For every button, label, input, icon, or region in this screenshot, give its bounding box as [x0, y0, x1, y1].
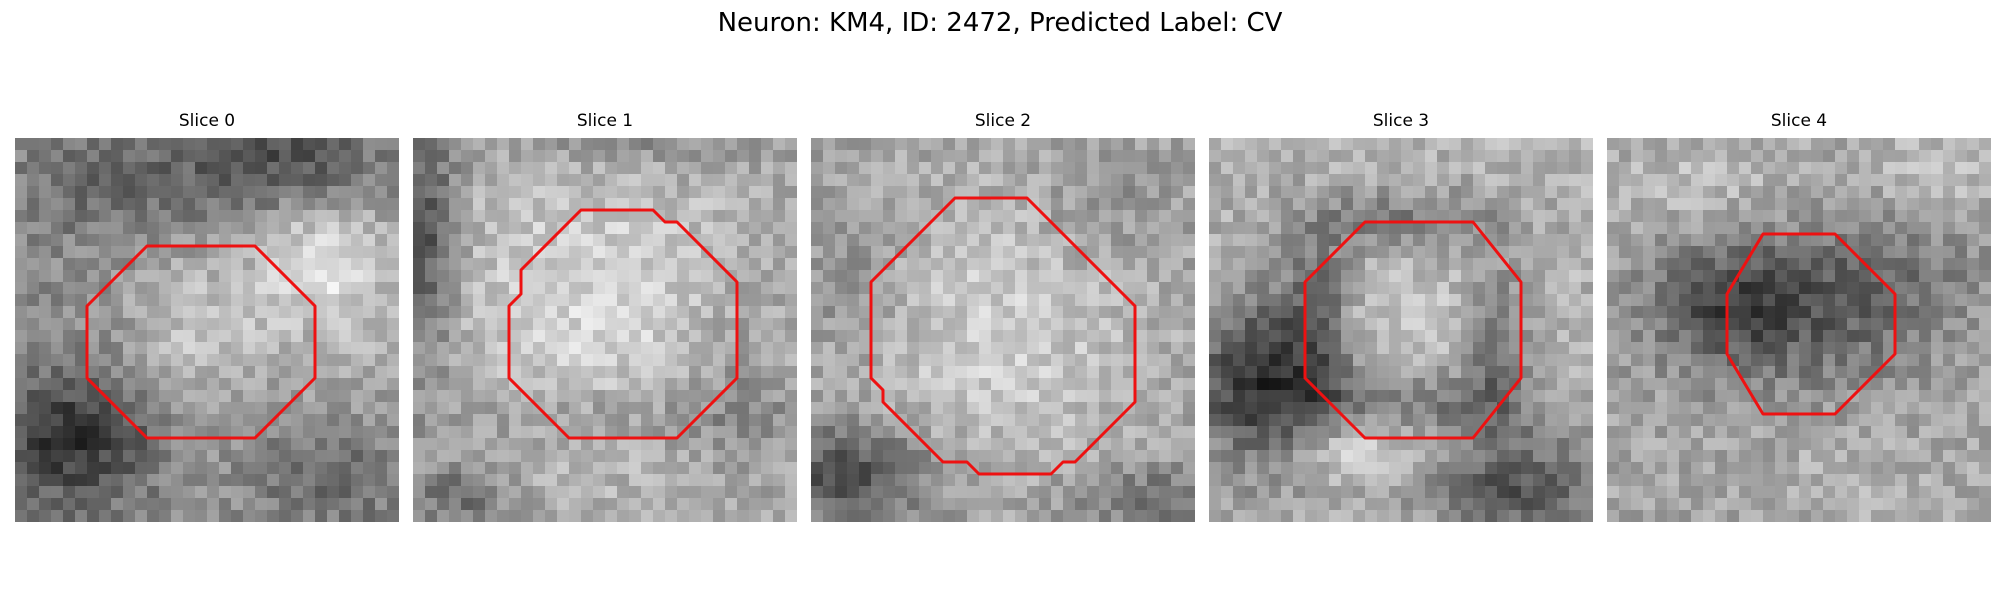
slice-2-contour — [869, 196, 1137, 476]
slice-image-2 — [811, 138, 1195, 522]
slice-title-3: Slice 3 — [1372, 111, 1430, 131]
slice-panel-0: Slice 0 — [15, 110, 399, 522]
slice-title-1: Slice 1 — [576, 111, 634, 131]
slice-4-svg — [1607, 138, 1991, 522]
slice-panel-4: Slice 4 — [1607, 110, 1991, 522]
slice-1-svg — [413, 138, 797, 522]
slice-title-0: Slice 0 — [178, 111, 236, 131]
slice-0-svg — [15, 138, 399, 522]
slice-3-pixels — [1209, 138, 1593, 522]
slice-title-2: Slice 2 — [974, 111, 1032, 131]
slice-4-contour — [1725, 232, 1897, 416]
slice-4-pixels — [1607, 138, 1991, 522]
slice-1-contour — [507, 208, 739, 440]
slice-image-4 — [1607, 138, 1991, 522]
slice-2-pixels — [811, 138, 1195, 522]
slice-image-3 — [1209, 138, 1593, 522]
slice-image-1 — [413, 138, 797, 522]
slice-panel-2: Slice 2 — [811, 110, 1195, 522]
slice-0-contour — [85, 244, 317, 440]
slice-image-0 — [15, 138, 399, 522]
slice-1-pixels — [413, 138, 797, 522]
slice-0-pixels — [15, 138, 399, 522]
slice-title-4: Slice 4 — [1770, 111, 1828, 131]
figure-title: Neuron: KM4, ID: 2472, Predicted Label: … — [717, 8, 1283, 38]
slice-3-contour — [1303, 220, 1523, 440]
slice-panel-3: Slice 3 — [1209, 110, 1593, 522]
slice-3-svg — [1209, 138, 1593, 522]
slice-panel-1: Slice 1 — [413, 110, 797, 522]
slice-2-svg — [811, 138, 1195, 522]
